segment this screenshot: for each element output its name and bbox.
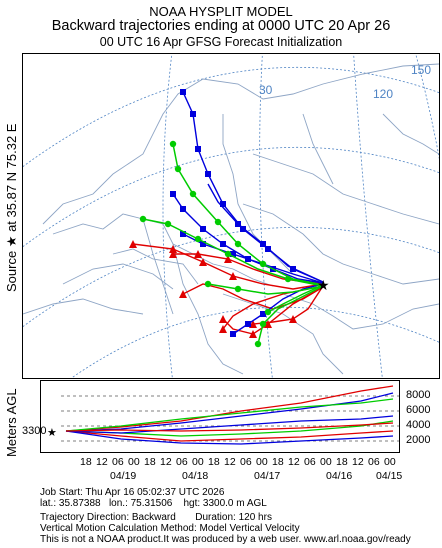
x-hour-tick: 06 [304,456,316,468]
x-date-tick: 04/15 [376,470,403,482]
x-hour-tick: 06 [368,456,380,468]
x-hour-tick: 06 [176,456,188,468]
source-star-icon: ★ [317,277,330,293]
blue-markers [170,89,296,337]
x-date-tick: 04/17 [254,470,281,482]
green-markers [139,140,292,348]
y-tick-4000: 4000 [406,419,431,431]
header-title: NOAA HYSPLIT MODEL [149,4,293,19]
x-hour-tick: 18 [272,456,284,468]
header-init-line: 00 UTC 16 Apr GFSG Forecast Initializati… [99,35,343,49]
profile-start-star-icon: ★ [47,427,57,439]
grid-label-30: 30 [259,83,273,97]
map-graticule [12,43,442,385]
coastlines [22,63,440,375]
trajectory-map: 30 120 150 [12,43,442,385]
grid-label-120: 120 [373,87,393,101]
map-panel: 30 120 150 [12,43,442,385]
height-profiles [65,385,394,445]
x-date-tick: 04/18 [182,470,209,482]
x-hour-tick: 00 [320,456,332,468]
x-hour-ticks: 18 12 06 00 18 12 06 00 18 12 06 00 18 1… [76,456,406,470]
x-hour-tick: 18 [336,456,348,468]
x-hour-tick: 12 [96,456,108,468]
start-height-label: 3300 [22,425,47,437]
grid-label-150: 150 [411,63,431,77]
x-hour-tick: 18 [80,456,92,468]
header-subtitle: Backward trajectories ending at 0000 UTC… [51,18,391,34]
x-hour-tick: 18 [208,456,220,468]
source-label: Source ★ at 35.87 N 75.32 E [4,123,19,292]
footer-disclaimer: This is not a NOAA product.It was produc… [40,534,411,545]
x-hour-tick: 18 [144,456,156,468]
x-hour-tick: 12 [224,456,236,468]
x-hour-tick: 00 [384,456,396,468]
x-date-ticks: 04/19 04/18 04/17 04/16 04/15 [76,470,406,484]
vertical-axis-title: Meters AGL [4,388,19,457]
x-date-tick: 04/19 [110,470,137,482]
x-hour-tick: 06 [112,456,124,468]
y-tick-2000: 2000 [406,434,431,446]
footer-direction: Trajectory Direction: Backward Duration:… [40,512,272,523]
x-date-tick: 04/16 [326,470,353,482]
vertical-panel: ★ [40,380,400,453]
x-hour-tick: 00 [256,456,268,468]
footer-job-start: Job Start: Thu Apr 16 05:02:37 UTC 2026 [40,487,225,498]
footer-location: lat.: 35.87388 lon.: 75.31506 hgt: 3300.… [40,498,267,509]
x-hour-tick: 00 [192,456,204,468]
x-hour-tick: 12 [160,456,172,468]
y-tick-8000: 8000 [406,389,431,401]
x-hour-tick: 12 [352,456,364,468]
x-hour-tick: 00 [128,456,140,468]
height-profile-chart: ★ [47,385,399,445]
x-hour-tick: 12 [288,456,300,468]
footer-vertical-method: Vertical Motion Calculation Method: Mode… [40,523,300,534]
y-tick-6000: 6000 [406,404,431,416]
red-markers [129,240,297,338]
x-hour-tick: 06 [240,456,252,468]
